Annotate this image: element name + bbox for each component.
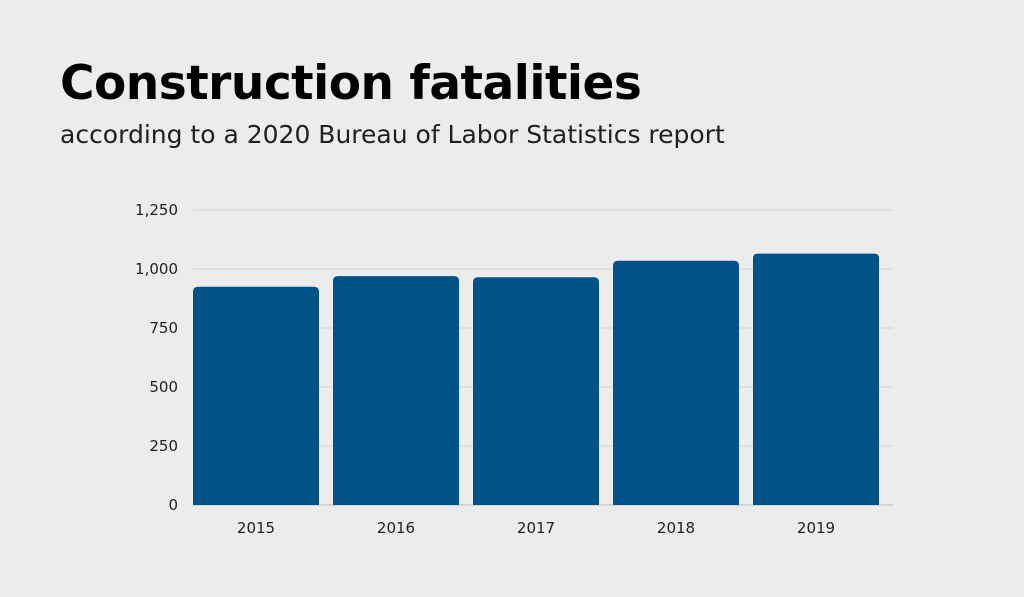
bars [193,253,879,505]
y-tick-label: 0 [168,496,178,514]
bar-2018 [613,260,739,505]
x-tick-label: 2016 [377,519,415,537]
x-tick-label: 2015 [237,519,275,537]
chart-subtitle: according to a 2020 Bureau of Labor Stat… [60,120,725,149]
bar-2017 [473,277,599,505]
y-tick-label: 750 [149,319,178,337]
x-tick-label: 2018 [657,519,695,537]
bar-2019 [753,253,879,505]
x-axis-tick-labels: 2015 2016 2017 2018 2019 [237,519,835,537]
y-tick-label: 500 [149,378,178,396]
y-tick-label: 1,250 [135,201,178,219]
bar-2016 [333,276,459,505]
bar-2015 [193,286,319,505]
y-tick-label: 1,000 [135,260,178,278]
chart-title: Construction fatalities [60,56,642,111]
x-tick-label: 2019 [797,519,835,537]
x-tick-label: 2017 [517,519,555,537]
y-axis-tick-labels: 0 250 500 750 1,000 1,250 [135,201,178,514]
y-tick-label: 250 [149,437,178,455]
